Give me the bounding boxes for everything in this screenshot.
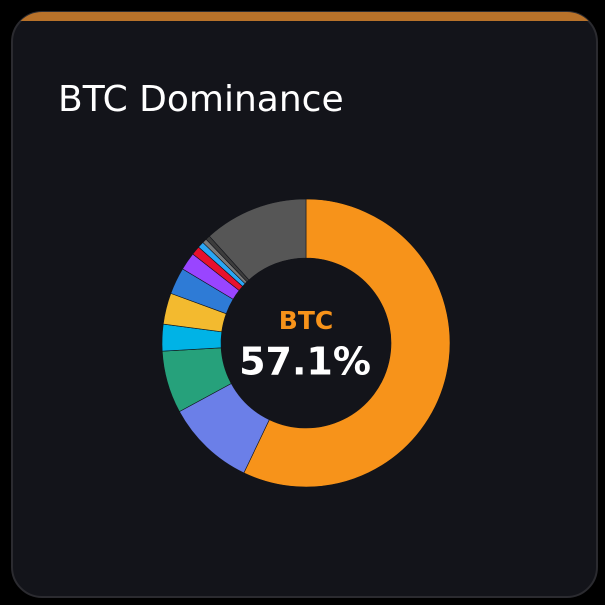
center-title: BTC <box>279 306 333 335</box>
card-accent <box>12 12 597 21</box>
donut-slice[interactable] <box>208 198 307 281</box>
donut-slice[interactable] <box>243 198 451 488</box>
center-value: 57.1% <box>239 340 371 384</box>
card-title: BTC Dominance <box>58 79 344 120</box>
donut <box>161 198 451 488</box>
